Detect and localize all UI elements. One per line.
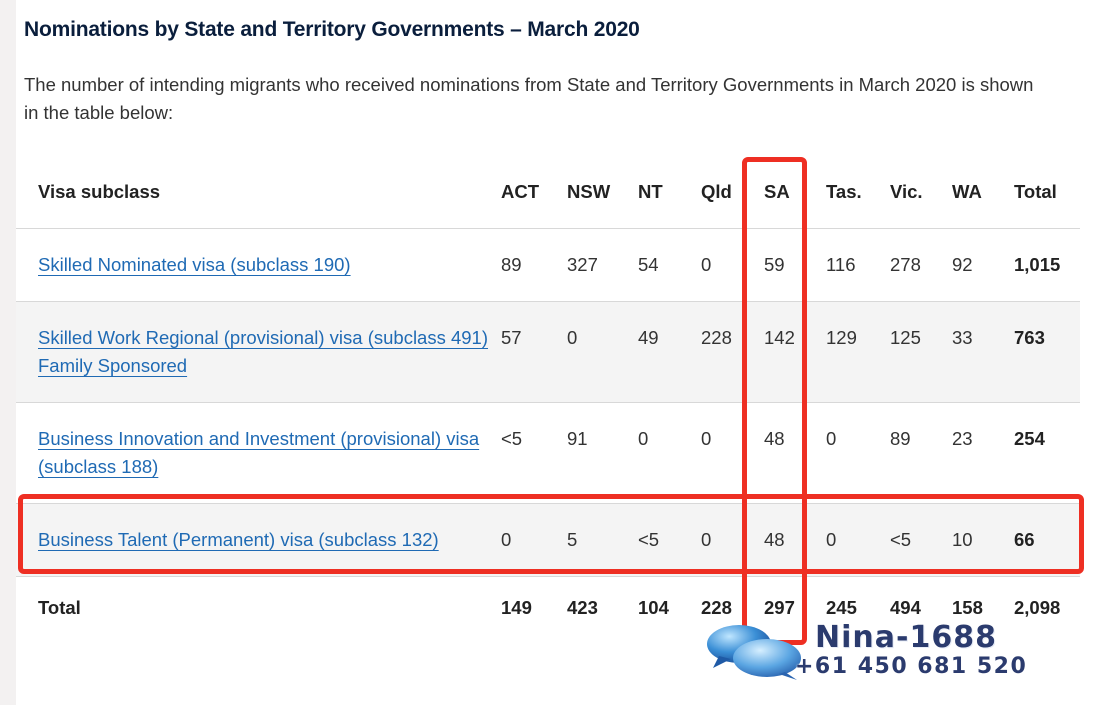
table-cell: <5: [890, 503, 952, 577]
header-qld: Qld: [701, 156, 764, 229]
header-act: ACT: [501, 156, 567, 229]
column-total: 158: [952, 597, 983, 618]
table-cell: 0: [701, 402, 764, 504]
visa-link[interactable]: Business Innovation and Investment (prov…: [38, 428, 480, 477]
column-total: 423: [567, 597, 598, 618]
column-total: 228: [701, 597, 732, 618]
table-cell: 5: [567, 503, 638, 577]
table-cell: 48: [764, 503, 826, 577]
table-cell: 0: [501, 503, 567, 577]
table-cell: 10: [952, 503, 1014, 577]
table-cell: 0: [567, 301, 638, 403]
intro-paragraph: The number of intending migrants who rec…: [24, 74, 1034, 123]
table-cell: 0: [826, 503, 890, 577]
visa-link[interactable]: Business Talent (Permanent) visa (subcla…: [38, 529, 439, 550]
table-cell: 89: [890, 402, 952, 504]
table-cell: 92: [952, 228, 1014, 302]
watermark-name: Nina-1688: [815, 620, 997, 655]
table-row: Business Innovation and Investment (prov…: [16, 402, 1080, 504]
row-total: 763: [1014, 301, 1080, 403]
column-total: 297: [764, 597, 795, 618]
table-cell: 59: [764, 228, 826, 302]
row-total: 66: [1014, 503, 1080, 577]
table-cell: 0: [701, 503, 764, 577]
header-wa: WA: [952, 156, 1014, 229]
header-vic: Vic.: [890, 156, 952, 229]
table-cell: 33: [952, 301, 1014, 403]
table-header-row: Visa subclass ACT NSW NT Qld SA Tas. Vic…: [16, 156, 1080, 229]
table-cell: 57: [501, 301, 567, 403]
table-cell: 0: [638, 402, 701, 504]
table-cell: 0: [701, 228, 764, 302]
header-nsw: NSW: [567, 156, 638, 229]
column-total: 245: [826, 597, 857, 618]
table-cell: 48: [764, 402, 826, 504]
table-cell: 89: [501, 228, 567, 302]
grand-total: 2,098: [1014, 597, 1061, 618]
table-cell: <5: [501, 402, 567, 504]
table-cell: 23: [952, 402, 1014, 504]
header-total: Total: [1014, 156, 1080, 229]
table-cell: 327: [567, 228, 638, 302]
total-label: Total: [38, 597, 81, 618]
table-cell: 278: [890, 228, 952, 302]
row-total: 1,015: [1014, 228, 1080, 302]
header-sa: SA: [764, 156, 826, 229]
table-cell: 228: [701, 301, 764, 403]
row-total: 254: [1014, 402, 1080, 504]
table-cell: 49: [638, 301, 701, 403]
visa-link[interactable]: Skilled Nominated visa (subclass 190): [38, 254, 351, 275]
column-total: 104: [638, 597, 669, 618]
table-row: Business Talent (Permanent) visa (subcla…: [16, 503, 1080, 577]
table-cell: 125: [890, 301, 952, 403]
table-cell: <5: [638, 503, 701, 577]
header-nt: NT: [638, 156, 701, 229]
header-visa-subclass: Visa subclass: [16, 156, 501, 229]
content-page: Nominations by State and Territory Gover…: [16, 0, 1096, 705]
table-row: Skilled Nominated visa (subclass 190) 89…: [16, 228, 1080, 302]
table-cell: 116: [826, 228, 890, 302]
header-tas: Tas.: [826, 156, 890, 229]
nominations-table: Visa subclass ACT NSW NT Qld SA Tas. Vic…: [16, 156, 1080, 647]
speech-bubbles-icon: [707, 625, 801, 680]
table-cell: 142: [764, 301, 826, 403]
column-total: 149: [501, 597, 532, 618]
visa-link[interactable]: Skilled Work Regional (provisional) visa…: [38, 327, 489, 376]
table-cell: 0: [826, 402, 890, 504]
table-total-row: Total 149 423 104 228 297 245 494 158 2,…: [16, 577, 1080, 648]
contact-watermark: Nina-1688 +61 450 681 520: [705, 620, 1050, 686]
column-total: 494: [890, 597, 921, 618]
page-title: Nominations by State and Territory Gover…: [24, 18, 640, 41]
table-cell: 129: [826, 301, 890, 403]
table-row: Skilled Work Regional (provisional) visa…: [16, 301, 1080, 403]
table-cell: 54: [638, 228, 701, 302]
table-cell: 91: [567, 402, 638, 504]
watermark-phone: +61 450 681 520: [795, 654, 1028, 679]
